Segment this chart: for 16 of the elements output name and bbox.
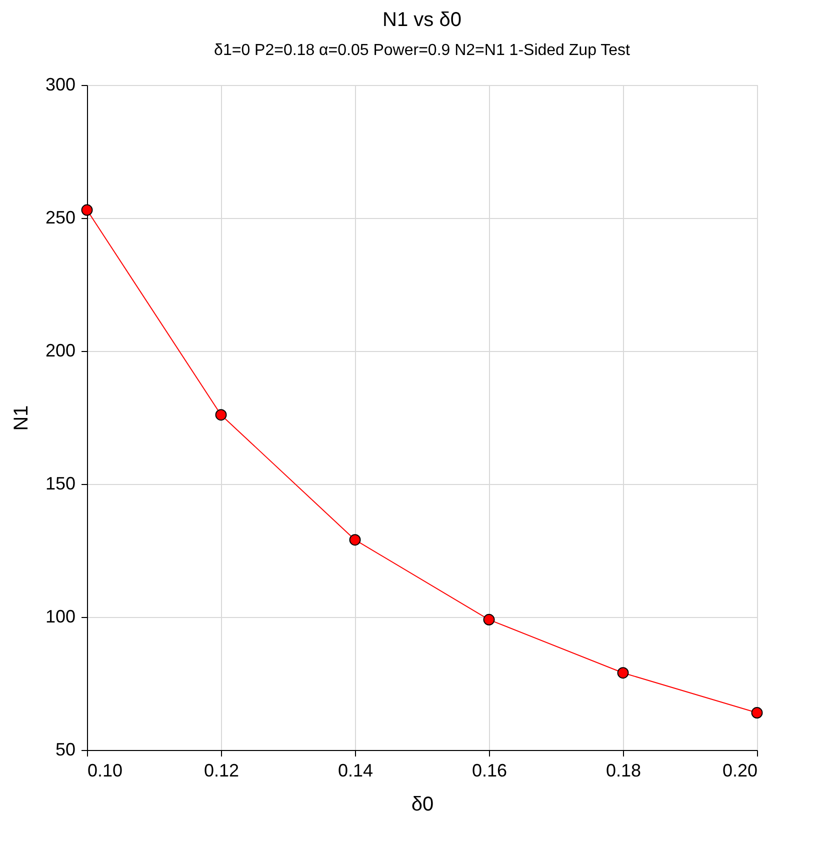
x-tick-label: 0.18 (606, 760, 642, 780)
y-tick-label: 250 (45, 208, 76, 228)
x-tick-label: 0.16 (472, 760, 508, 780)
chart-subtitle: δ1=0 P2=0.18 α=0.05 Power=0.9 N2=N1 1-Sided Zup Test (214, 42, 631, 59)
x-tick-label: 0.10 (88, 760, 123, 780)
y-tick-label: 150 (45, 474, 76, 494)
x-tick-label: 0.14 (338, 760, 374, 780)
y-tick-label: 100 (45, 606, 76, 626)
y-tick-label: 200 (45, 340, 76, 360)
chart-title: N1 vs δ0 (382, 9, 462, 31)
y-tick-label: 50 (55, 740, 76, 760)
x-axis-title: δ0 (411, 794, 434, 816)
y-tick-label: 300 (45, 74, 76, 94)
x-tick-label: 0.20 (722, 760, 758, 780)
y-axis-title: N1 (10, 405, 32, 431)
x-tick-label: 0.12 (204, 760, 240, 780)
